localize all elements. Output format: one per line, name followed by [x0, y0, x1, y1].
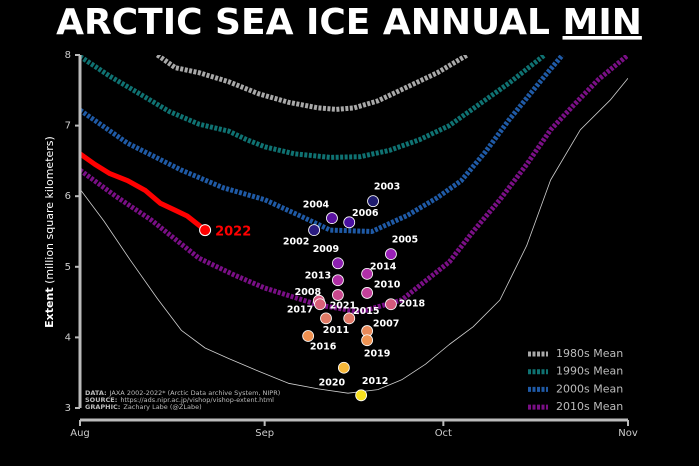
minimum-label: 2015	[353, 306, 379, 317]
series-line	[80, 151, 207, 233]
note-text: Zachary Labe (@ZLabe)	[123, 403, 201, 411]
minimum-label: 2008	[295, 287, 322, 298]
note-text: https://ads.nipr.ac.jp/vishop/vishop-ext…	[120, 396, 274, 404]
series-line	[80, 55, 565, 234]
y-tick-label: 5	[65, 262, 71, 273]
legend-label: 1990s Mean	[556, 365, 623, 378]
minimum-point	[320, 312, 332, 325]
minimum-label: 2010	[374, 279, 401, 290]
y-tick-label: 4	[65, 332, 71, 343]
minimum-point	[337, 361, 350, 374]
minimum-point	[361, 334, 374, 347]
legend-label: 2010s Mean	[556, 400, 623, 413]
minimum-point	[385, 298, 397, 311]
minimum-label: 2011	[323, 325, 349, 336]
source-note: GRAPHIC: Zachary Labe (@ZLabe)	[85, 403, 202, 411]
minimum-label: 2007	[373, 319, 399, 330]
y-tick-label: 8	[65, 50, 71, 61]
minimum-point	[361, 267, 374, 280]
source-note: DATA: JAXA 2002-2022* (Arctic Data archiv…	[85, 389, 280, 397]
minimum-label: 2019	[364, 349, 390, 360]
minimum-point	[308, 224, 320, 236]
series-line	[155, 55, 469, 112]
y-axis-label: Extent (million square kilometers)	[43, 136, 56, 328]
minimum-point	[314, 298, 326, 311]
y-tick-label: 7	[65, 121, 71, 132]
note-key: DATA:	[85, 389, 107, 397]
minimum-point	[302, 330, 315, 342]
series-end-label: 2022	[215, 225, 251, 240]
minimum-label: 2020	[319, 377, 346, 388]
minimum-label: 2009	[313, 244, 339, 255]
minimum-point	[367, 195, 379, 208]
minimum-point	[332, 274, 344, 287]
minimum-label: 2005	[392, 235, 418, 246]
minimum-point	[343, 216, 356, 229]
minimum-label: 2021	[330, 301, 356, 312]
x-tick-label: Oct	[435, 428, 452, 439]
minimum-label: 2014	[370, 261, 397, 272]
y-tick-label: 6	[65, 191, 71, 202]
minimum-label: 2016	[310, 341, 337, 352]
minimum-label: 2006	[352, 208, 379, 219]
legend-label: 1980s Mean	[556, 347, 623, 360]
series-line	[80, 55, 547, 160]
minimum-label: 2012	[362, 376, 388, 387]
note-key: SOURCE:	[85, 396, 117, 404]
y-tick-label: 3	[65, 403, 71, 414]
minimum-label: 2017	[287, 305, 313, 316]
x-tick-label: Sep	[255, 428, 274, 439]
minimum-point	[343, 312, 356, 325]
minimum-point	[332, 289, 344, 301]
plot-area	[80, 55, 628, 394]
minimum-point	[385, 248, 397, 260]
series-line	[80, 55, 628, 315]
minimum-point	[332, 257, 344, 270]
note-text: JAXA 2002-2022* (Arctic Data archive Sys…	[109, 389, 281, 397]
series-end-point	[199, 224, 212, 237]
minimum-label: 2003	[374, 182, 400, 193]
minimum-label: 2004	[303, 200, 330, 211]
minimum-label: 2018	[399, 299, 426, 310]
chart-title: ARCTIC SEA ICE ANNUAL MIN	[56, 2, 642, 43]
minimum-label: 2013	[305, 271, 331, 282]
minimum-point	[361, 287, 374, 299]
note-key: GRAPHIC:	[85, 403, 120, 411]
minimum-label: 2002	[283, 237, 309, 248]
x-tick-label: Nov	[618, 428, 638, 439]
legend-label: 2000s Mean	[556, 382, 623, 395]
title-emphasis: MIN	[563, 2, 642, 43]
minimum-point	[355, 389, 368, 402]
source-note: SOURCE: https://ads.nipr.ac.jp/vishop/vis…	[85, 396, 274, 404]
x-tick-label: Aug	[70, 428, 90, 439]
minimum-point	[326, 212, 338, 224]
